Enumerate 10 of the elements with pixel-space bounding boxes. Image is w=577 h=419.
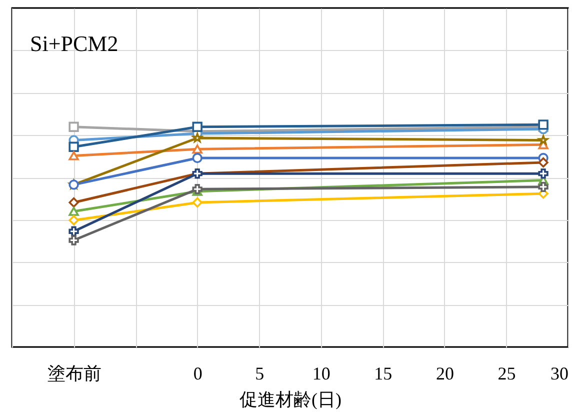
x-axis-title: 促進材齢(日) — [240, 390, 342, 410]
x-tick-label: 20 — [436, 364, 454, 384]
x-tick-label: 30 — [550, 364, 568, 384]
x-tick-label: 10 — [312, 364, 330, 384]
x-tick-label: 5 — [255, 364, 264, 384]
x-tick-label: 25 — [498, 364, 516, 384]
x-tick-label: 15 — [374, 364, 392, 384]
chart-title: Si+PCM2 — [30, 31, 118, 56]
x-tick-label: 塗布前 — [47, 364, 102, 384]
x-tick-label: 0 — [193, 364, 202, 384]
